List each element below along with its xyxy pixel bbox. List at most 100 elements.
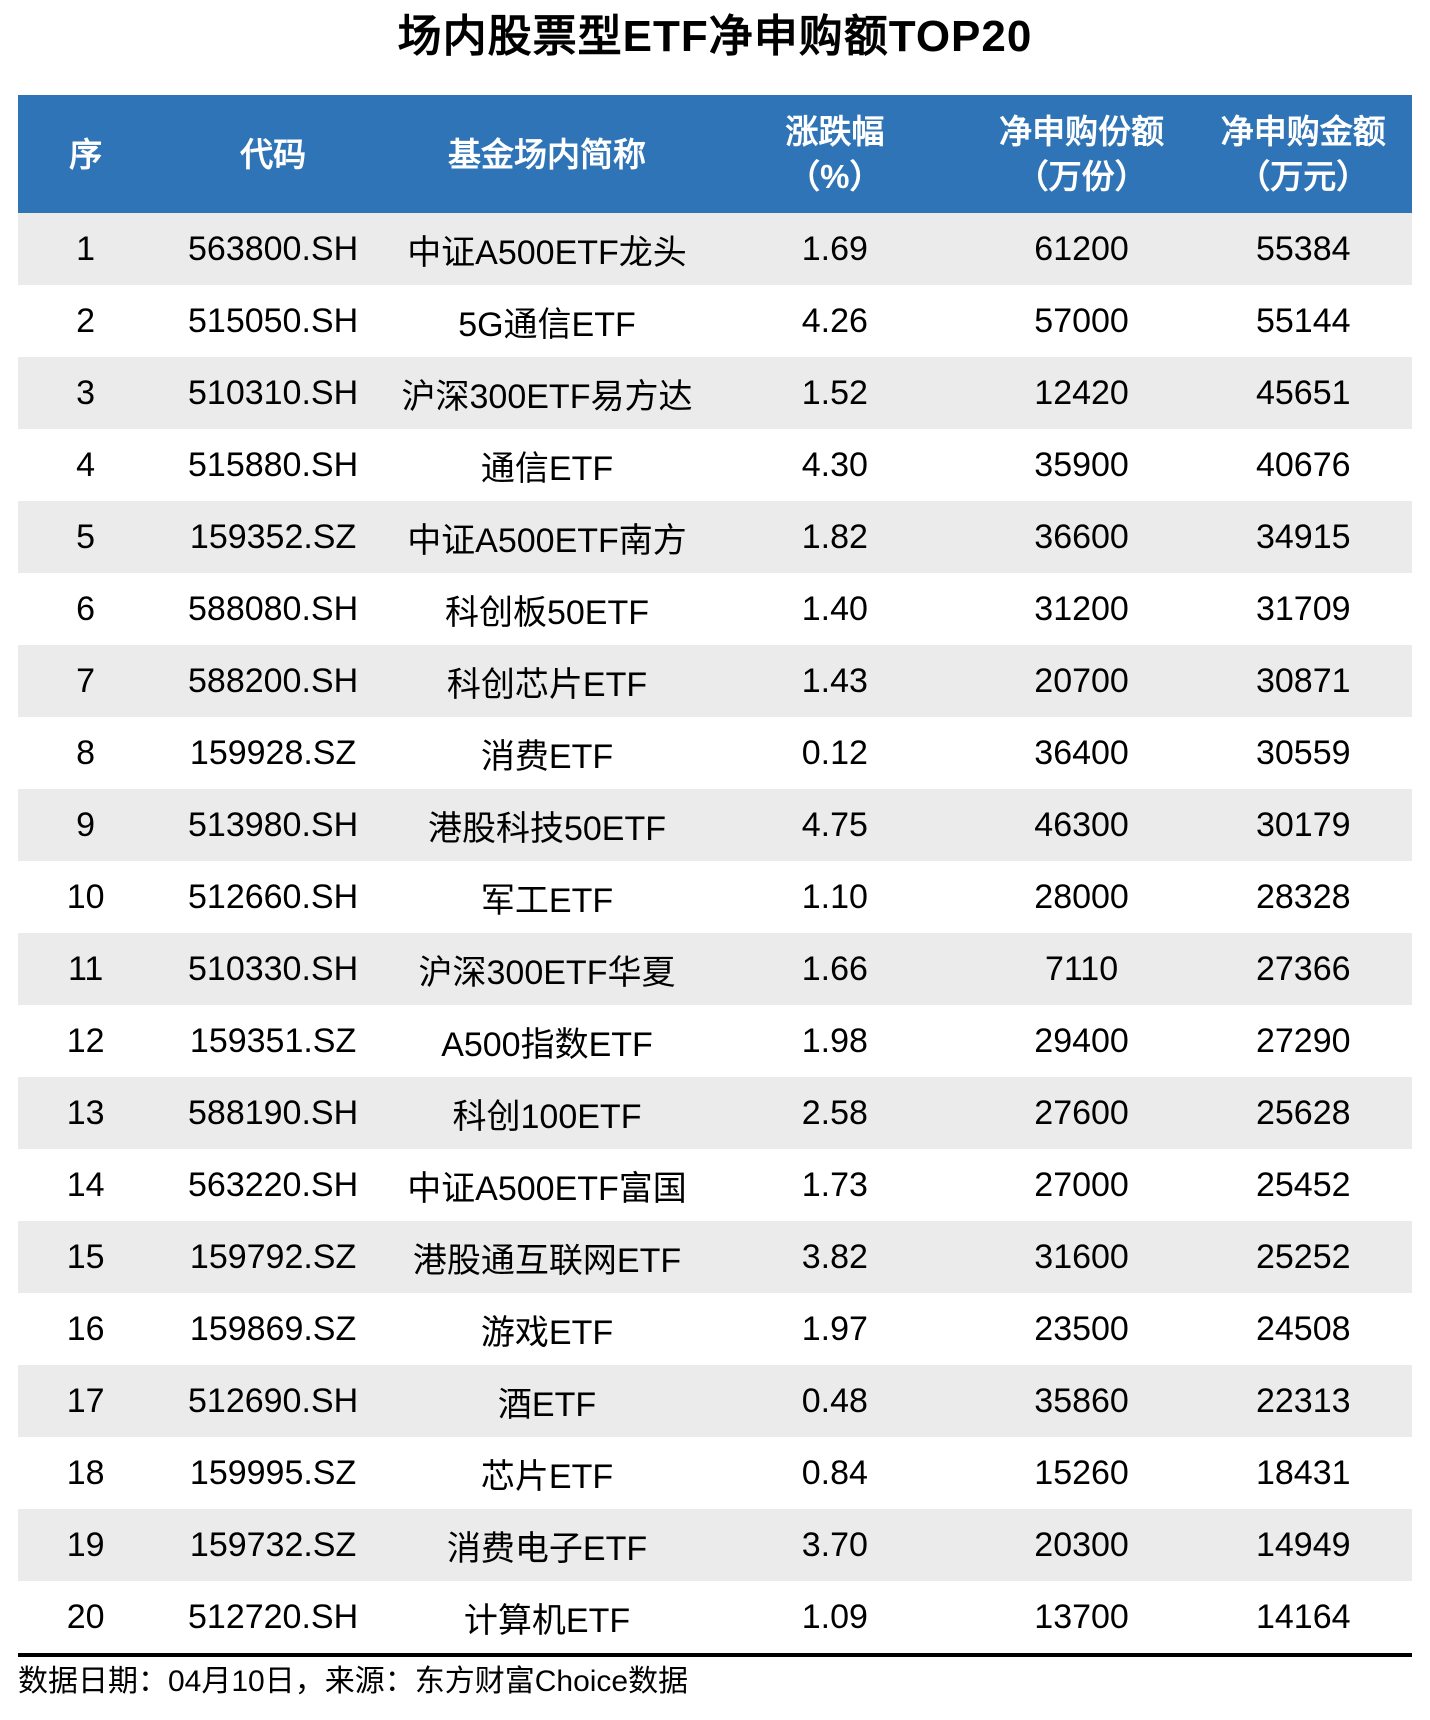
cell-net-subscription-shares: 36400 xyxy=(968,717,1195,789)
cell-change-pct: 1.98 xyxy=(701,1005,969,1077)
cell-fund-name: 游戏ETF xyxy=(392,1293,702,1365)
cell-net-subscription-amount: 55144 xyxy=(1194,285,1412,357)
cell-net-subscription-shares: 28000 xyxy=(968,861,1195,933)
cell-rank: 18 xyxy=(18,1437,154,1509)
cell-change-pct: 1.52 xyxy=(701,357,969,429)
cell-code: 159869.SZ xyxy=(153,1293,393,1365)
col-header-change-pct: 涨跌幅 （%） xyxy=(701,95,969,213)
cell-code: 159995.SZ xyxy=(153,1437,393,1509)
cell-net-subscription-shares: 35860 xyxy=(968,1365,1195,1437)
table-row: 19 159732.SZ 消费电子ETF 3.70 20300 14949 xyxy=(18,1509,1412,1581)
cell-net-subscription-shares: 7110 xyxy=(968,933,1195,1005)
cell-net-subscription-shares: 46300 xyxy=(968,789,1195,861)
cell-code: 588080.SH xyxy=(153,573,393,645)
col-header-change-pct-line2: （%） xyxy=(787,158,883,195)
cell-net-subscription-shares: 61200 xyxy=(968,213,1195,285)
cell-change-pct: 1.73 xyxy=(701,1149,969,1221)
cell-code: 513980.SH xyxy=(153,789,393,861)
etf-table: 序 代码 基金场内简称 涨跌幅 （%） 净申购份额 （万份） xyxy=(18,95,1412,1653)
cell-net-subscription-shares: 35900 xyxy=(968,429,1195,501)
cell-change-pct: 1.66 xyxy=(701,933,969,1005)
cell-fund-name: 中证A500ETF南方 xyxy=(392,501,702,573)
cell-rank: 15 xyxy=(18,1221,154,1293)
cell-code: 159352.SZ xyxy=(153,501,393,573)
cell-net-subscription-amount: 30559 xyxy=(1194,717,1412,789)
cell-code: 159792.SZ xyxy=(153,1221,393,1293)
cell-net-subscription-shares: 27600 xyxy=(968,1077,1195,1149)
cell-net-subscription-amount: 45651 xyxy=(1194,357,1412,429)
table-row: 9 513980.SH 港股科技50ETF 4.75 46300 30179 xyxy=(18,789,1412,861)
cell-net-subscription-shares: 36600 xyxy=(968,501,1195,573)
cell-change-pct: 1.09 xyxy=(701,1581,969,1653)
cell-fund-name: 军工ETF xyxy=(392,861,702,933)
cell-change-pct: 1.69 xyxy=(701,213,969,285)
cell-net-subscription-amount: 14164 xyxy=(1194,1581,1412,1653)
cell-code: 563800.SH xyxy=(153,213,393,285)
cell-net-subscription-shares: 15260 xyxy=(968,1437,1195,1509)
cell-fund-name: 酒ETF xyxy=(392,1365,702,1437)
cell-rank: 9 xyxy=(18,789,154,861)
cell-net-subscription-amount: 22313 xyxy=(1194,1365,1412,1437)
cell-rank: 2 xyxy=(18,285,154,357)
table-row: 10 512660.SH 军工ETF 1.10 28000 28328 xyxy=(18,861,1412,933)
data-source-note: 数据日期：04月10日，来源：东方财富Choice数据 xyxy=(18,1665,689,1698)
cell-net-subscription-amount: 31709 xyxy=(1194,573,1412,645)
cell-code: 512660.SH xyxy=(153,861,393,933)
cell-fund-name: 计算机ETF xyxy=(392,1581,702,1653)
cell-rank: 8 xyxy=(18,717,154,789)
cell-code: 515050.SH xyxy=(153,285,393,357)
cell-change-pct: 3.70 xyxy=(701,1509,969,1581)
table-body: 1 563800.SH 中证A500ETF龙头 1.69 61200 55384… xyxy=(18,213,1412,1653)
cell-change-pct: 4.26 xyxy=(701,285,969,357)
table-row: 1 563800.SH 中证A500ETF龙头 1.69 61200 55384 xyxy=(18,213,1412,285)
cell-net-subscription-shares: 13700 xyxy=(968,1581,1195,1653)
cell-net-subscription-amount: 30871 xyxy=(1194,645,1412,717)
cell-code: 159351.SZ xyxy=(153,1005,393,1077)
table-row: 6 588080.SH 科创板50ETF 1.40 31200 31709 xyxy=(18,573,1412,645)
table-row: 11 510330.SH 沪深300ETF华夏 1.66 7110 27366 xyxy=(18,933,1412,1005)
col-header-net-amount-line1: 净申购金额 xyxy=(1220,113,1386,150)
cell-rank: 5 xyxy=(18,501,154,573)
cell-rank: 20 xyxy=(18,1581,154,1653)
cell-rank: 17 xyxy=(18,1365,154,1437)
cell-fund-name: 科创100ETF xyxy=(392,1077,702,1149)
table-row: 3 510310.SH 沪深300ETF易方达 1.52 12420 45651 xyxy=(18,357,1412,429)
table-row: 16 159869.SZ 游戏ETF 1.97 23500 24508 xyxy=(18,1293,1412,1365)
cell-rank: 10 xyxy=(18,861,154,933)
cell-net-subscription-shares: 29400 xyxy=(968,1005,1195,1077)
col-header-net-amount-line2: （万元） xyxy=(1237,158,1370,195)
cell-code: 515880.SH xyxy=(153,429,393,501)
cell-change-pct: 1.97 xyxy=(701,1293,969,1365)
col-header-code-line1: 代码 xyxy=(240,135,307,173)
table-row: 2 515050.SH 5G通信ETF 4.26 57000 55144 xyxy=(18,285,1412,357)
cell-change-pct: 0.12 xyxy=(701,717,969,789)
table-row: 4 515880.SH 通信ETF 4.30 35900 40676 xyxy=(18,429,1412,501)
col-header-net-shares: 净申购份额 （万份） xyxy=(968,95,1195,213)
cell-code: 512720.SH xyxy=(153,1581,393,1653)
table-row: 7 588200.SH 科创芯片ETF 1.43 20700 30871 xyxy=(18,645,1412,717)
cell-change-pct: 1.40 xyxy=(701,573,969,645)
cell-rank: 14 xyxy=(18,1149,154,1221)
cell-fund-name: 5G通信ETF xyxy=(392,285,702,357)
cell-code: 588190.SH xyxy=(153,1077,393,1149)
table-row: 20 512720.SH 计算机ETF 1.09 13700 14164 xyxy=(18,1581,1412,1653)
cell-change-pct: 3.82 xyxy=(701,1221,969,1293)
col-header-net-amount: 净申购金额 （万元） xyxy=(1194,95,1412,213)
cell-rank: 13 xyxy=(18,1077,154,1149)
cell-net-subscription-amount: 30179 xyxy=(1194,789,1412,861)
col-header-code: 代码 xyxy=(153,95,393,213)
footer-divider xyxy=(18,1653,1412,1657)
col-header-fund-name: 基金场内简称 xyxy=(392,95,702,213)
table-row: 5 159352.SZ 中证A500ETF南方 1.82 36600 34915 xyxy=(18,501,1412,573)
cell-fund-name: 消费电子ETF xyxy=(392,1509,702,1581)
table-row: 12 159351.SZ A500指数ETF 1.98 29400 27290 xyxy=(18,1005,1412,1077)
cell-rank: 1 xyxy=(18,213,154,285)
cell-fund-name: A500指数ETF xyxy=(392,1005,702,1077)
cell-net-subscription-amount: 18431 xyxy=(1194,1437,1412,1509)
cell-code: 512690.SH xyxy=(153,1365,393,1437)
cell-net-subscription-shares: 27000 xyxy=(968,1149,1195,1221)
cell-net-subscription-shares: 31200 xyxy=(968,573,1195,645)
cell-net-subscription-shares: 12420 xyxy=(968,357,1195,429)
cell-net-subscription-shares: 23500 xyxy=(968,1293,1195,1365)
cell-fund-name: 通信ETF xyxy=(392,429,702,501)
